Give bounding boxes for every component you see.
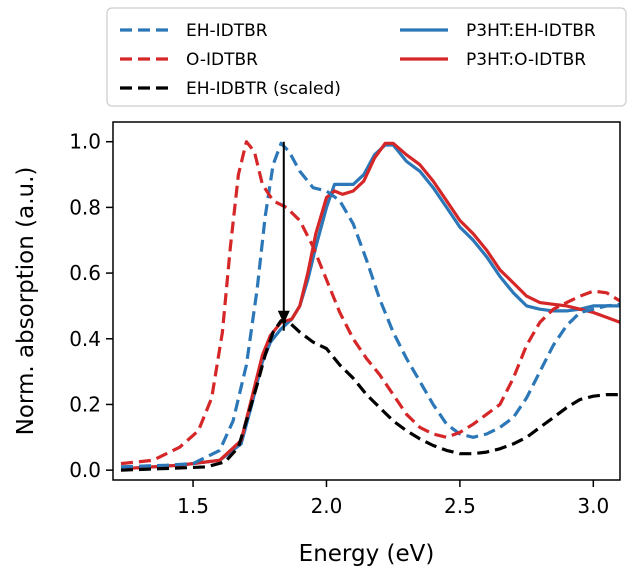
legend-frame — [106, 7, 627, 107]
plot-frame — [112, 121, 621, 481]
x-axis-label: Energy (eV) — [299, 541, 435, 567]
y-axis: 0.0 0.2 0.4 0.6 0.8 1.0 — [69, 130, 113, 482]
plot-area: 1.5 2.0 2.5 3.0 0.0 0.2 0.4 0.6 0.8 1.0 — [69, 121, 621, 518]
series-line-eh-idtbr — [120, 141, 620, 469]
series-line-o-idtbr — [120, 140, 620, 466]
y-tick-label: 0.0 — [69, 458, 101, 482]
series-line-eh-idbtr-scaled — [120, 319, 620, 472]
x-tick-label: 2.0 — [311, 494, 343, 518]
y-tick-label: 0.2 — [69, 392, 101, 416]
legend-label: P3HT:EH-IDTBR — [466, 21, 596, 41]
x-tick-label: 2.5 — [444, 494, 476, 518]
legend-label: EH-IDTBR — [186, 21, 268, 41]
legend-item-p3ht-eh-idtbr: P3HT:EH-IDTBR — [400, 21, 596, 41]
legend-label: O-IDTBR — [186, 50, 258, 70]
x-tick-label: 1.5 — [177, 494, 209, 518]
legend-label: EH-IDBTR (scaled) — [186, 79, 341, 99]
y-tick-label: 1.0 — [69, 130, 101, 154]
legend: EH-IDTBR O-IDTBR EH-IDBTR (scaled) P3HT:EH-… — [106, 7, 627, 107]
series-line-p3ht-o-idtbr — [126, 141, 620, 471]
legend-item-o-idtbr: O-IDTBR — [120, 50, 258, 70]
y-tick-label: 0.8 — [69, 195, 101, 219]
legend-item-p3ht-o-idtbr: P3HT:O-IDTBR — [400, 50, 586, 70]
legend-item-eh-idbtr-scaled: EH-IDBTR (scaled) — [120, 79, 341, 99]
y-tick-label: 0.6 — [69, 261, 101, 285]
arrow-head — [277, 310, 290, 324]
legend-label: P3HT:O-IDTBR — [466, 50, 586, 70]
y-axis-label: Norm. absorption (a.u.) — [13, 167, 39, 436]
series-line-p3ht-eh-idtbr — [126, 143, 620, 471]
annotation-arrow — [277, 141, 290, 331]
legend-item-eh-idtbr: EH-IDTBR — [120, 21, 268, 41]
x-tick-label: 3.0 — [577, 494, 609, 518]
x-axis: 1.5 2.0 2.5 3.0 — [177, 480, 609, 518]
y-tick-label: 0.4 — [69, 327, 101, 351]
